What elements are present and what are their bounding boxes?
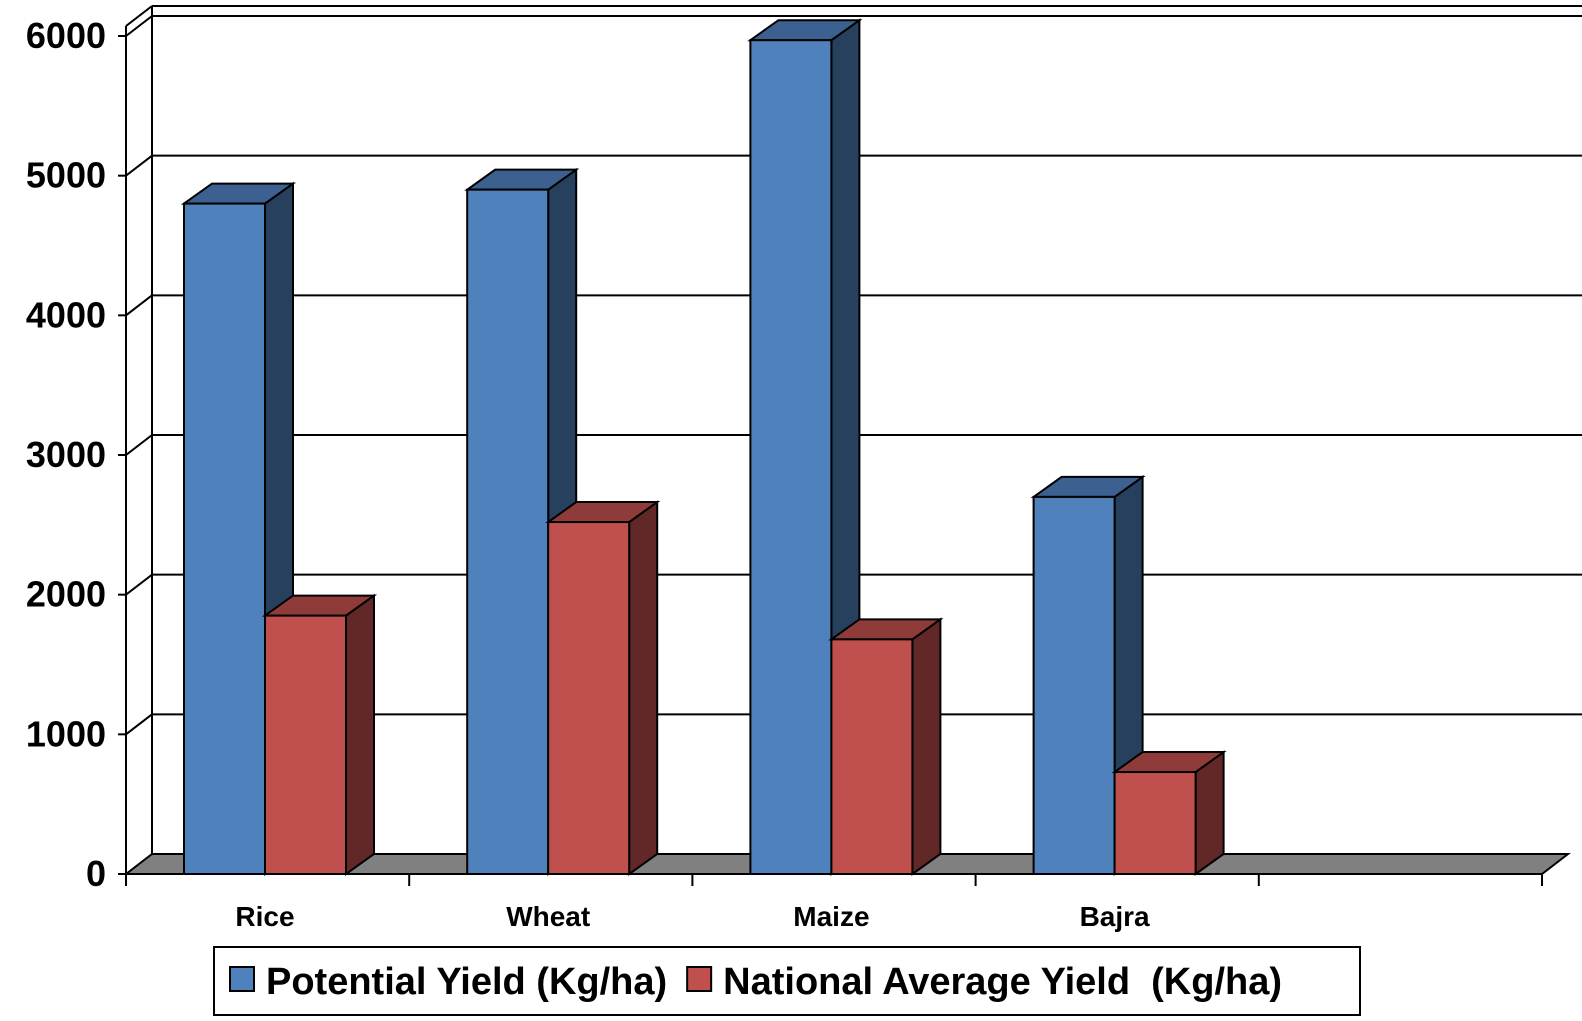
bar-front [830,638,914,875]
bar-rice-potential [180,181,297,876]
gridlines [125,5,1582,854]
bar-bajra-national-average [1111,750,1227,876]
bar-side [1194,750,1225,876]
y-tick-label: 2000 [26,574,106,615]
y-tick-label: 0 [86,853,106,894]
gridline-side [125,434,153,456]
legend: Potential Yield (Kg/ha) National Average … [213,946,1361,1016]
bar-front [466,188,550,875]
gridline-side [125,15,153,37]
legend-swatch [686,966,713,992]
bar-maize-potential [747,18,863,876]
y-tick-label: 1000 [26,713,106,754]
y-tick-label: 6000 [26,15,106,56]
bar-front [749,39,833,875]
bar-side [628,500,659,876]
y-tick-label: 5000 [26,155,106,196]
y-tick-labels: 0 1000 2000 3000 4000 5000 6000 [26,15,106,894]
bar-side [345,593,375,876]
x-category-label: Rice [235,901,294,932]
bar-front [547,521,631,875]
bar-front [1032,495,1116,875]
bar-front [183,202,266,876]
gridline-side [125,154,153,177]
legend-label: Potential Yield (Kg/ha) [266,961,667,1003]
bar-rice-national-average [261,593,378,876]
y-tick-label: 3000 [26,434,106,475]
x-category-label: Wheat [506,901,590,932]
bars [180,18,1227,876]
bar-maize-national-average [828,617,944,876]
gridline-side [125,573,153,596]
bar-side [911,617,942,876]
legend-label: National Average Yield (Kg/ha) [723,961,1282,1003]
x-category-labels: Rice Wheat Maize Bajra [235,901,1150,932]
x-category-label: Maize [793,901,869,932]
gridline-side [125,294,153,317]
y-axis-top-connector [125,5,153,27]
y-tick-label: 4000 [26,294,106,335]
legend-box [213,946,1361,1016]
bar-front [1113,771,1197,875]
bar-wheat-national-average [545,500,661,876]
legend-swatch [229,966,255,992]
x-category-label: Bajra [1080,901,1150,932]
bar-front [264,614,347,875]
gridline-side [125,713,153,736]
